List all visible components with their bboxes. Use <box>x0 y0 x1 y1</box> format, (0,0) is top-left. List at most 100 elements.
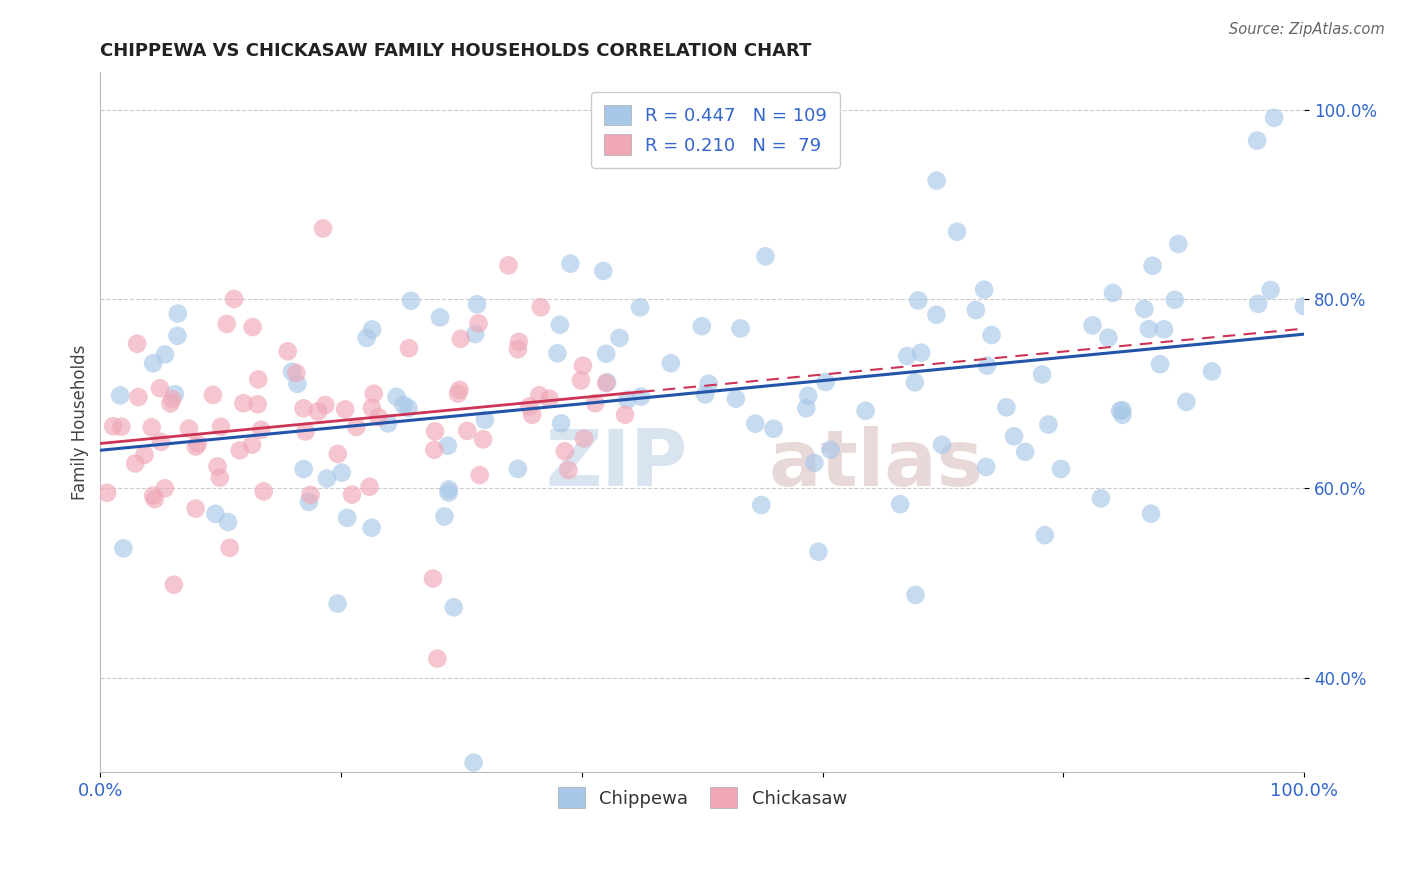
Point <box>141 420 163 434</box>
Point <box>554 444 576 458</box>
Point <box>149 381 172 395</box>
Point <box>277 344 299 359</box>
Point <box>616 392 638 407</box>
Point <box>333 402 356 417</box>
Point <box>437 439 460 453</box>
Point <box>307 404 329 418</box>
Point <box>976 359 998 373</box>
Point <box>1164 293 1187 307</box>
Point <box>163 577 186 591</box>
Point <box>614 408 637 422</box>
Point <box>630 390 652 404</box>
Point <box>228 443 250 458</box>
Point <box>522 408 544 422</box>
Point <box>422 572 444 586</box>
Point <box>456 424 478 438</box>
Point <box>592 264 614 278</box>
Point <box>101 419 124 434</box>
Point <box>1102 285 1125 300</box>
Legend: Chippewa, Chickasaw: Chippewa, Chickasaw <box>551 780 853 815</box>
Point <box>904 376 927 390</box>
Point <box>925 308 948 322</box>
Point <box>360 401 382 415</box>
Point <box>423 425 446 439</box>
Point <box>1201 364 1223 378</box>
Point <box>572 432 595 446</box>
Point <box>204 507 226 521</box>
Point <box>506 343 529 357</box>
Point <box>124 457 146 471</box>
Point <box>110 419 132 434</box>
Point <box>142 489 165 503</box>
Point <box>557 463 579 477</box>
Point <box>538 392 561 406</box>
Point <box>690 319 713 334</box>
Point <box>1090 491 1112 506</box>
Point <box>1137 322 1160 336</box>
Point <box>398 401 420 416</box>
Point <box>1033 528 1056 542</box>
Point <box>361 322 384 336</box>
Point <box>1292 299 1315 313</box>
Point <box>112 541 135 556</box>
Point <box>1142 259 1164 273</box>
Point <box>377 417 399 431</box>
Point <box>508 334 530 349</box>
Point <box>1140 507 1163 521</box>
Point <box>326 597 349 611</box>
Point <box>177 421 200 435</box>
Point <box>1081 318 1104 333</box>
Point <box>609 331 631 345</box>
Point <box>359 480 381 494</box>
Point <box>931 438 953 452</box>
Point <box>1014 445 1036 459</box>
Point <box>423 442 446 457</box>
Point <box>330 466 353 480</box>
Point <box>946 225 969 239</box>
Point <box>385 390 408 404</box>
Point <box>762 422 785 436</box>
Point <box>108 388 131 402</box>
Point <box>449 383 471 397</box>
Point <box>1175 395 1198 409</box>
Point <box>142 356 165 370</box>
Point <box>437 483 460 497</box>
Point <box>217 515 239 529</box>
Point <box>218 541 240 555</box>
Point <box>392 398 415 412</box>
Point <box>628 301 651 315</box>
Point <box>281 365 304 379</box>
Point <box>797 389 820 403</box>
Point <box>215 317 238 331</box>
Point <box>463 756 485 770</box>
Point <box>433 509 456 524</box>
Point <box>910 345 932 359</box>
Point <box>530 301 553 315</box>
Point <box>1111 403 1133 417</box>
Point <box>697 376 720 391</box>
Point <box>340 487 363 501</box>
Point <box>695 387 717 401</box>
Point <box>659 356 682 370</box>
Point <box>207 459 229 474</box>
Point <box>803 456 825 470</box>
Point <box>1038 417 1060 432</box>
Point <box>506 462 529 476</box>
Point <box>1111 408 1133 422</box>
Point <box>1263 111 1285 125</box>
Point <box>467 316 489 330</box>
Point <box>1109 404 1132 418</box>
Point <box>965 303 987 318</box>
Point <box>360 521 382 535</box>
Point <box>153 481 176 495</box>
Point <box>242 320 264 334</box>
Point <box>754 249 776 263</box>
Point <box>163 387 186 401</box>
Point <box>399 293 422 308</box>
Point <box>519 400 541 414</box>
Point <box>896 349 918 363</box>
Point <box>209 419 232 434</box>
Point <box>246 397 269 411</box>
Point <box>312 221 335 235</box>
Point <box>134 448 156 462</box>
